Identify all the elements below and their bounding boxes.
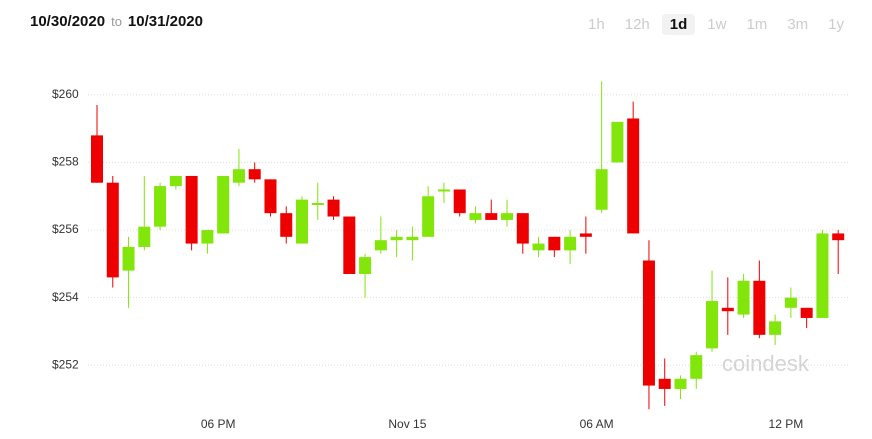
candle-body <box>280 213 293 237</box>
candle-body <box>296 199 309 244</box>
candle-body <box>374 240 387 251</box>
candle-body <box>642 260 655 386</box>
candle-body <box>516 213 529 244</box>
separator: to <box>111 14 122 29</box>
candle-body <box>532 243 545 251</box>
candle-body <box>627 118 640 234</box>
candle-body <box>343 216 356 274</box>
x-tick-label: 06 AM <box>580 417 614 431</box>
candle-body <box>564 236 577 251</box>
candle-body <box>169 175 182 187</box>
candle-body <box>832 233 845 241</box>
range-button[interactable]: 1d <box>661 14 696 35</box>
candle-body <box>232 169 245 183</box>
candle-body <box>737 280 750 315</box>
candle-body <box>122 246 135 271</box>
range-button[interactable]: 1m <box>746 16 768 33</box>
x-tick-label: Nov 15 <box>388 417 426 431</box>
candle-body <box>185 175 198 244</box>
y-tick-label: $252 <box>52 357 79 371</box>
candle-body <box>721 307 734 312</box>
candle-body <box>390 236 403 241</box>
candle-body <box>800 307 813 318</box>
candle-body <box>548 236 561 251</box>
candle-body <box>201 230 214 244</box>
candle-body <box>769 321 782 335</box>
candle-body <box>154 186 167 227</box>
candle-body <box>406 236 419 241</box>
candle-body <box>91 135 103 183</box>
range-button[interactable]: 12h <box>624 16 650 33</box>
candle-body <box>106 182 119 278</box>
start-date: 10/30/2020 <box>30 13 106 30</box>
candle-body <box>264 179 277 214</box>
date-range: 10/30/2020 to 10/31/2020 <box>30 13 203 30</box>
candle-body <box>422 196 435 237</box>
end-date: 10/31/2020 <box>127 13 203 30</box>
candle-body <box>437 189 450 192</box>
candle-body <box>816 233 829 318</box>
candle-body <box>674 378 687 389</box>
range-button[interactable]: 1y <box>828 16 844 33</box>
x-tick-label: 12 PM <box>769 417 804 431</box>
candle-body <box>611 121 624 163</box>
candle-body <box>579 233 592 237</box>
candle-body <box>595 169 608 210</box>
y-tick-label: $254 <box>52 290 79 304</box>
x-tick-label: 06 PM <box>201 417 236 431</box>
candle-body <box>485 213 498 220</box>
candle-body <box>453 189 466 214</box>
candle-body <box>753 280 766 335</box>
range-button[interactable]: 1h <box>588 16 605 33</box>
candle-body <box>690 355 703 379</box>
range-buttons: 1h 12h 1d 1w 1m 3m 1y <box>580 14 852 35</box>
candle-body <box>658 378 671 389</box>
candle-body <box>469 213 482 220</box>
watermark: coindesk <box>722 351 810 376</box>
y-tick-label: $256 <box>52 222 79 236</box>
candle-body <box>501 213 514 220</box>
y-tick-label: $258 <box>52 155 79 169</box>
candle-body <box>311 203 324 205</box>
candle-body <box>217 175 230 234</box>
candle-body <box>248 169 261 180</box>
y-tick-label: $260 <box>52 87 79 101</box>
candle-body <box>327 199 340 217</box>
range-button[interactable]: 3m <box>787 16 809 33</box>
range-button[interactable]: 1w <box>707 16 727 33</box>
candle-body <box>359 257 372 274</box>
candle-body <box>138 226 151 247</box>
candle-body <box>706 301 719 349</box>
candle-body <box>784 297 797 308</box>
